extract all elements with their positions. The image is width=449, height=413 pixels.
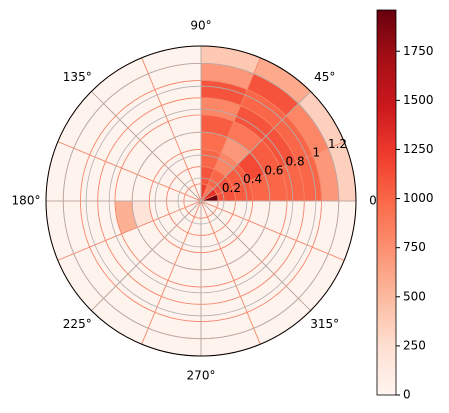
- plot-frame: [45, 45, 357, 357]
- angular-tick-label: 180°: [12, 194, 41, 208]
- angular-grid-line: [91, 91, 202, 202]
- angular-tick-label: 225°: [63, 317, 92, 331]
- radial-tick-label: 0.8: [286, 155, 305, 169]
- radial-tick-label: 0.6: [264, 163, 283, 177]
- radial-tick-label: 0.4: [243, 172, 262, 186]
- colorbar-tick-label: 1250: [403, 142, 434, 156]
- radial-tick-label: 0.2: [222, 181, 241, 195]
- angular-grid-line: [200, 91, 311, 202]
- colorbar: [376, 9, 397, 396]
- colorbar-tick-label: 750: [403, 240, 426, 254]
- colorbar-tick-label: 250: [403, 338, 426, 352]
- colorbar-tick-label: 1500: [403, 93, 434, 107]
- angular-grid-line: [200, 200, 311, 311]
- angular-tick-label: 135°: [63, 70, 92, 84]
- colorbar-tick-label: 0: [403, 388, 411, 402]
- angular-tick-label: 45°: [314, 70, 335, 84]
- colorbar-tick-label: 1000: [403, 191, 434, 205]
- radial-tick-label: 1.2: [328, 137, 347, 151]
- angular-tick-label: 90°: [190, 19, 211, 33]
- angular-grid-line: [91, 200, 202, 311]
- colorbar-tick-label: 1750: [403, 44, 434, 58]
- radial-tick-label: 1: [312, 146, 320, 160]
- angular-tick-label: 315°: [310, 317, 339, 331]
- angular-tick-label: 270°: [187, 369, 216, 383]
- colorbar-tick-label: 500: [403, 289, 426, 303]
